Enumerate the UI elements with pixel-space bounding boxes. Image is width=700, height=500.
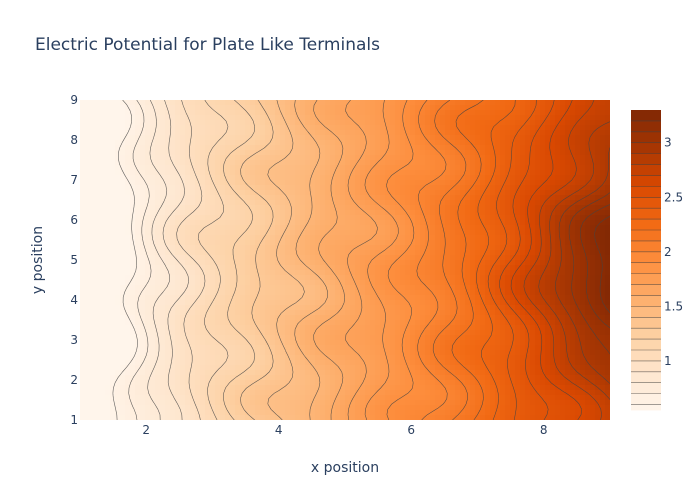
x-tick-label: 2 bbox=[142, 423, 150, 437]
y-tick-label: 2 bbox=[70, 373, 78, 387]
colorbar-band bbox=[631, 197, 661, 209]
colorbar: 1 1.5 2 2.5 3 bbox=[631, 110, 683, 411]
colorbar-band bbox=[631, 175, 661, 187]
colorbar-band bbox=[631, 306, 661, 318]
contour-line bbox=[416, 100, 448, 420]
contour-line bbox=[476, 100, 516, 420]
colorbar-band bbox=[631, 131, 661, 144]
colorbar-band bbox=[631, 164, 661, 176]
colorbar-level-lines bbox=[631, 120, 661, 405]
contour-line bbox=[162, 100, 189, 420]
colorbar-band bbox=[631, 317, 661, 329]
contour-line bbox=[128, 100, 152, 420]
colorbar-band bbox=[631, 208, 661, 220]
colorbar-tick-label: 2 bbox=[664, 245, 672, 259]
colorbar-tick-label: 3 bbox=[664, 136, 672, 150]
colorbar-tick-label: 2.5 bbox=[664, 190, 683, 204]
contour-line bbox=[432, 100, 468, 420]
x-tick-label: 4 bbox=[275, 423, 283, 437]
y-axis-title: y position bbox=[30, 226, 46, 294]
contour-line bbox=[510, 100, 582, 420]
contour-line bbox=[267, 100, 305, 420]
contour-line bbox=[294, 100, 328, 420]
contour-line bbox=[112, 100, 138, 420]
colorbar-band bbox=[631, 153, 661, 165]
colorbar-band bbox=[631, 219, 661, 231]
colorbar-band bbox=[631, 262, 661, 275]
y-axis: 1 2 3 4 5 6 7 8 9 bbox=[70, 93, 78, 427]
contour-line bbox=[176, 100, 206, 420]
y-tick-label: 8 bbox=[70, 133, 78, 147]
colorbar-band bbox=[631, 284, 661, 296]
colorbar-band bbox=[631, 360, 661, 373]
contour-lines bbox=[112, 100, 610, 420]
x-axis: 2 4 6 8 bbox=[142, 423, 547, 437]
plot-area bbox=[80, 100, 610, 420]
contour-line bbox=[147, 100, 170, 420]
colorbar-band bbox=[631, 240, 661, 253]
colorbar-band bbox=[631, 251, 661, 264]
x-axis-title: x position bbox=[311, 460, 379, 476]
contour-line bbox=[240, 100, 274, 420]
colorbar-band bbox=[631, 120, 661, 133]
contour-line bbox=[487, 100, 537, 420]
contour-line bbox=[554, 147, 610, 384]
contour-line bbox=[594, 216, 610, 313]
y-tick-label: 6 bbox=[70, 213, 78, 227]
colorbar-band bbox=[631, 393, 661, 405]
colorbar-band bbox=[631, 295, 661, 307]
x-tick-label: 8 bbox=[540, 423, 548, 437]
y-tick-label: 5 bbox=[70, 253, 78, 267]
y-tick-label: 3 bbox=[70, 333, 78, 347]
colorbar-tick-label: 1.5 bbox=[664, 299, 683, 313]
x-tick-label: 6 bbox=[407, 423, 415, 437]
colorbar-band bbox=[631, 371, 661, 384]
y-tick-label: 9 bbox=[70, 93, 78, 107]
contour-line bbox=[580, 204, 610, 329]
contour-line bbox=[364, 100, 399, 420]
colorbar-tick-label: 1 bbox=[664, 354, 672, 368]
colorbar-band bbox=[631, 142, 661, 155]
contour-line bbox=[451, 100, 484, 420]
contour-line bbox=[197, 100, 229, 420]
y-tick-label: 1 bbox=[70, 413, 78, 427]
contour-line bbox=[538, 121, 610, 400]
contour-line bbox=[313, 100, 345, 420]
y-tick-label: 4 bbox=[70, 293, 78, 307]
contour-line bbox=[345, 100, 378, 420]
colorbar-band bbox=[631, 110, 661, 122]
chart-title: Electric Potential for Plate Like Termin… bbox=[35, 35, 380, 55]
colorbar-bands bbox=[631, 110, 661, 411]
colorbar-band bbox=[631, 404, 661, 411]
colorbar-band bbox=[631, 328, 661, 340]
contour-line bbox=[568, 192, 610, 355]
colorbar-band bbox=[631, 230, 661, 242]
contour-line bbox=[223, 100, 256, 420]
colorbar-band bbox=[631, 339, 661, 351]
colorbar-band bbox=[631, 350, 661, 362]
contour-line bbox=[523, 100, 602, 420]
contour-line bbox=[386, 100, 415, 420]
colorbar-band bbox=[631, 382, 661, 395]
colorbar-band bbox=[631, 273, 661, 285]
contour-fill bbox=[80, 100, 610, 420]
y-tick-label: 7 bbox=[70, 173, 78, 187]
contour-line bbox=[499, 100, 555, 420]
colorbar-band bbox=[631, 186, 661, 198]
